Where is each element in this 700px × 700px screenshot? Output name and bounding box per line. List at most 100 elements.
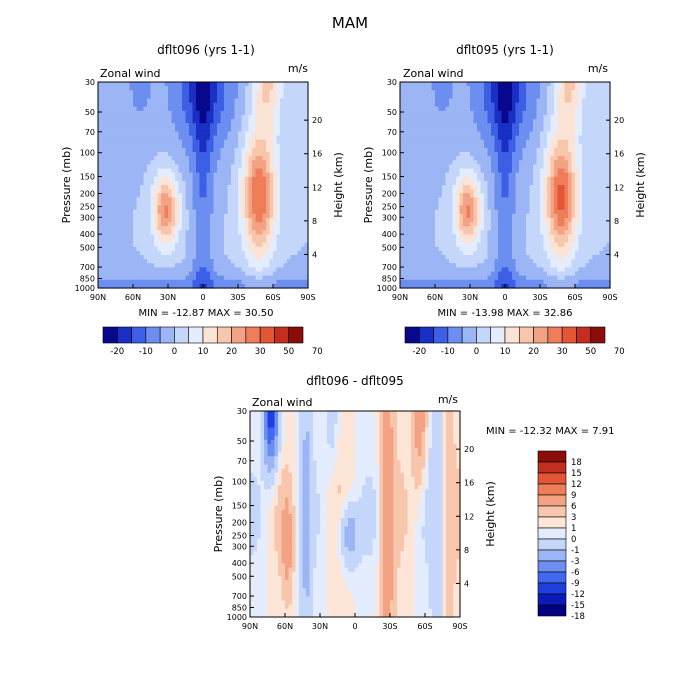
heatmap-cell xyxy=(428,86,433,91)
heatmap-cell xyxy=(273,250,278,256)
heatmap-cell xyxy=(442,185,447,190)
heatmap-cell xyxy=(512,205,517,211)
heatmap-cell xyxy=(108,279,113,285)
heatmap-cell xyxy=(557,102,562,108)
heatmap-cell xyxy=(568,152,573,157)
heatmap-cell xyxy=(255,119,260,124)
heatmap-cell xyxy=(203,110,208,116)
heatmap-cell xyxy=(224,164,229,170)
heatmap-cell xyxy=(140,279,145,285)
heatmap-cell xyxy=(147,172,152,178)
heatmap-cell xyxy=(297,217,302,223)
heatmap-cell xyxy=(477,176,482,182)
heatmap-cell xyxy=(157,90,162,95)
heatmap-cell xyxy=(105,160,110,165)
heatmap-cell xyxy=(210,160,215,165)
heatmap-cell xyxy=(592,168,597,174)
heatmap-cell xyxy=(175,189,180,194)
heatmap-cell xyxy=(424,189,429,194)
heatmap-cell xyxy=(245,168,250,174)
heatmap-cell xyxy=(126,110,131,116)
heatmap-cell xyxy=(213,139,218,145)
heatmap-cell xyxy=(459,123,464,128)
heatmap-cell xyxy=(252,110,257,116)
heatmap-cell xyxy=(533,127,538,133)
heatmap-cell xyxy=(540,185,545,190)
heatmap-cell xyxy=(466,119,471,124)
heatmap-cell xyxy=(220,226,225,231)
heatmap-cell xyxy=(442,197,447,203)
heatmap-cell xyxy=(101,267,106,273)
heatmap-cell xyxy=(217,279,222,285)
heatmap-cell xyxy=(161,131,166,137)
heatmap-cell xyxy=(171,193,176,198)
heatmap-cell xyxy=(157,217,162,223)
heatmap-cell xyxy=(561,189,566,194)
heatmap-cell xyxy=(112,217,117,223)
heatmap-cell xyxy=(473,168,478,174)
y-tick-label: 200 xyxy=(80,189,95,198)
heatmap-cell xyxy=(280,217,285,223)
heatmap-cell xyxy=(269,246,274,252)
heatmap-cell xyxy=(571,160,576,165)
heatmap-cell xyxy=(449,82,454,87)
heatmap-cell xyxy=(283,263,288,268)
heatmap-cell xyxy=(290,168,295,174)
heatmap-cell xyxy=(234,110,239,116)
heatmap-cell xyxy=(410,201,415,207)
heatmap-cell xyxy=(164,135,169,141)
heatmap-cell xyxy=(171,114,176,120)
heatmap-cell xyxy=(543,119,548,124)
heatmap-cell xyxy=(189,197,194,203)
heatmap-cell xyxy=(210,242,215,248)
heatmap-cell xyxy=(168,135,173,141)
heatmap-cell xyxy=(512,147,517,153)
heatmap-cell xyxy=(238,98,243,104)
heatmap-cell xyxy=(143,176,148,182)
heatmap-cell xyxy=(403,143,408,149)
heatmap-cell xyxy=(304,263,309,268)
heatmap-cell xyxy=(407,110,412,116)
heatmap-cell xyxy=(276,242,281,248)
heatmap-cell xyxy=(161,234,166,240)
heatmap-cell xyxy=(203,123,208,128)
heatmap-cell xyxy=(203,119,208,124)
heatmap-cell xyxy=(175,250,180,256)
heatmap-cell xyxy=(210,156,215,161)
heatmap-cell xyxy=(463,156,468,161)
heatmap-cell xyxy=(126,263,131,268)
heatmap-cell xyxy=(424,205,429,211)
heatmap-cell xyxy=(554,201,559,207)
heatmap-cell xyxy=(276,168,281,174)
heatmap-cell xyxy=(168,94,173,100)
heatmap-cell xyxy=(154,250,159,256)
heatmap-cell xyxy=(192,164,197,170)
heatmap-cell xyxy=(304,242,309,248)
heatmap-cell xyxy=(108,213,113,219)
heatmap-cell xyxy=(547,119,552,124)
heatmap-cell xyxy=(154,180,159,186)
heatmap-cell xyxy=(435,102,440,108)
heatmap-cell xyxy=(297,152,302,157)
heatmap-cell xyxy=(487,86,492,91)
heatmap-cell xyxy=(536,189,541,194)
heatmap-cell xyxy=(157,127,162,133)
heatmap-cell xyxy=(175,283,180,289)
heatmap-cell xyxy=(273,205,278,211)
heatmap-cell xyxy=(154,86,159,91)
heatmap-cell xyxy=(164,259,169,264)
heatmap-cell xyxy=(150,217,155,223)
heatmap-cell xyxy=(238,94,243,100)
heatmap-cell xyxy=(283,255,288,260)
heatmap-cell xyxy=(255,222,260,227)
heatmap-cell xyxy=(304,279,309,285)
heatmap-cell xyxy=(112,131,117,137)
heatmap-cell xyxy=(140,135,145,141)
heatmap-cell xyxy=(403,94,408,100)
heatmap-cell xyxy=(266,217,271,223)
heatmap-cell xyxy=(231,139,236,145)
heatmap-cell xyxy=(561,131,566,137)
heatmap-cell xyxy=(273,102,278,108)
heatmap-cell xyxy=(234,201,239,207)
heatmap-cell xyxy=(410,143,415,149)
